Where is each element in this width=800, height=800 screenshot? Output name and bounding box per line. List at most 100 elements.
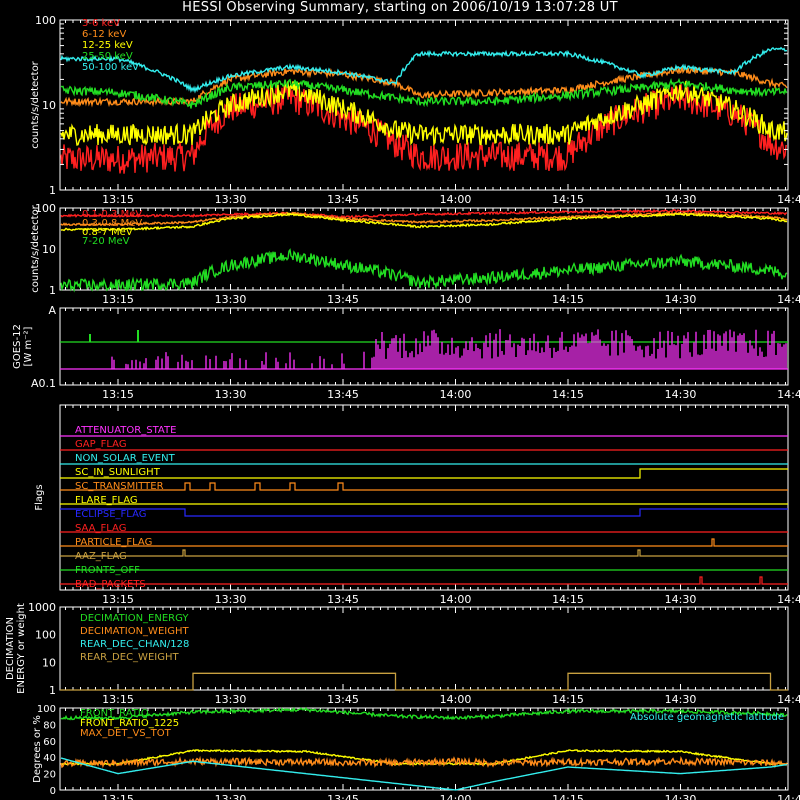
y-tick-label: 40 (43, 753, 56, 764)
goes-long-spikes (89, 330, 139, 342)
x-tick-label: 14:30 (665, 593, 697, 606)
legend-label-4: 50-100 keV (82, 62, 139, 73)
y-tick-label: 1 (49, 284, 56, 297)
flag-line-4 (60, 482, 788, 491)
y-axis-label: DECIMATION (5, 617, 16, 680)
x-tick-label: 14:45 (777, 193, 800, 206)
y-axis-unit: [W m⁻²] (23, 326, 34, 366)
y-tick-label: 10 (42, 656, 56, 669)
y-axis-label: Flags (34, 484, 45, 510)
series-line-3 (60, 757, 788, 791)
x-tick-label: 14:30 (665, 293, 697, 306)
x-tick-label: 13:30 (215, 593, 247, 606)
legend-label-0: 0.1-0.3 MeV (82, 209, 142, 220)
geo-latitude-label: Absolute geomagnetic latitude (630, 712, 784, 723)
flag-label-8: PARTICLE_FLAG (75, 537, 152, 548)
y-tick-label: 100 (35, 629, 56, 642)
series-line-rear-dec-weight (60, 672, 788, 691)
x-tick-label: 14:00 (440, 193, 472, 206)
x-tick-label: 13:15 (102, 793, 134, 800)
x-tick-label: 13:15 (102, 293, 134, 306)
x-tick-label: 13:45 (327, 693, 359, 706)
legend-label-2: REAR_DEC_CHAN/128 (80, 639, 189, 650)
legend-label-1: DECIMATION_WEIGHT (80, 626, 189, 637)
series-line-2 (60, 212, 788, 232)
x-tick-label: 13:30 (215, 193, 247, 206)
legend-label-2: 12-25 keV (82, 40, 133, 51)
x-tick-label: 13:15 (102, 388, 134, 401)
y-tick-label: 10 (42, 99, 56, 112)
flag-line-8 (60, 538, 788, 547)
series-line-1 (60, 211, 788, 227)
legend-label-1: FRONT_RATIO_1225 (80, 718, 179, 729)
flag-label-7: SAA_FLAG (75, 523, 126, 534)
series-line-0 (60, 208, 787, 220)
panel-frame-lc_low (59, 19, 789, 191)
series-line-3 (60, 77, 788, 109)
x-tick-label: 14:15 (552, 593, 584, 606)
panel-frame-goes (59, 307, 789, 386)
x-tick-label: 14:15 (552, 388, 584, 401)
series-line-0 (60, 84, 788, 174)
y-tick-label: 100 (35, 14, 56, 27)
x-tick-label: 13:15 (102, 193, 134, 206)
x-tick-label: 14:45 (777, 293, 800, 306)
y-tick-label: 100 (37, 704, 56, 715)
y-axis-label-2: ENERGY or weight (16, 603, 27, 694)
y-tick-label: 1 (49, 184, 56, 197)
x-tick-label: 14:30 (665, 388, 697, 401)
x-tick-label: 13:30 (215, 293, 247, 306)
series-line-0 (60, 706, 788, 721)
legend-label-2: 0.8-7 MeV (82, 227, 133, 238)
panel-frame-flags (59, 404, 789, 591)
x-tick-label: 14:00 (440, 593, 472, 606)
series-line-4 (60, 46, 788, 94)
x-tick-label: 13:30 (215, 793, 247, 800)
x-tick-label: 14:15 (552, 693, 584, 706)
y-tick-label: 1 (49, 684, 56, 697)
y-tick-label: A (48, 304, 56, 317)
x-tick-label: 13:45 (327, 293, 359, 306)
series-line-3 (60, 248, 788, 293)
legend-label-2: MAX_DET_VS_TOT (80, 728, 172, 739)
x-tick-label: 14:00 (440, 293, 472, 306)
x-tick-label: 14:15 (552, 193, 584, 206)
x-tick-label: 14:45 (777, 793, 800, 800)
x-tick-label: 14:30 (665, 693, 697, 706)
x-tick-label: 13:45 (327, 793, 359, 800)
legend-label-1: 6-12 keV (82, 29, 126, 40)
y-tick-label: 80 (43, 720, 56, 731)
x-tick-label: 14:15 (552, 293, 584, 306)
legend-label-3: 7-20 MeV (82, 236, 130, 247)
legend-label-0: FRONT_RATIO (80, 708, 149, 719)
y-axis-label: counts/s/detector (30, 60, 41, 148)
series-line-1 (60, 65, 788, 108)
x-tick-label: 14:45 (777, 693, 800, 706)
x-tick-label: 13:45 (327, 193, 359, 206)
x-tick-label: 13:30 (215, 388, 247, 401)
legend-label-1: 0.3-0.8 MeV (82, 218, 142, 229)
y-tick-label: 60 (43, 737, 56, 748)
y-axis-label: Degrees or % (32, 715, 43, 783)
flag-line-9 (60, 549, 788, 557)
y-tick-label: 20 (43, 770, 56, 781)
y-tick-label: 1000 (28, 601, 56, 614)
flag-label-6: ECLIPSE_FLAG (75, 509, 146, 520)
legend-label-0: DECIMATION_ENERGY (80, 613, 189, 624)
x-tick-label: 14:00 (440, 793, 472, 800)
legend-label-0: 3-6 keV (82, 18, 120, 29)
goes-series (111, 329, 787, 369)
y-axis-label: counts/s/detector (30, 204, 41, 292)
x-tick-label: 14:15 (552, 793, 584, 800)
flag-label-1: GAP_FLAG (75, 439, 127, 450)
y-axis-label: GOES-12 (12, 324, 23, 369)
flag-line-11 (60, 576, 788, 585)
flag-line-6 (60, 508, 788, 517)
x-tick-label: 13:45 (327, 593, 359, 606)
flag-label-3: SC_IN_SUNLIGHT (75, 467, 161, 478)
chart-title: HESSI Observing Summary, starting on 200… (182, 0, 618, 15)
panel-frame-geo (59, 707, 789, 791)
x-tick-label: 13:15 (102, 593, 134, 606)
flag-label-4: SC_TRANSMITTER (75, 481, 164, 492)
